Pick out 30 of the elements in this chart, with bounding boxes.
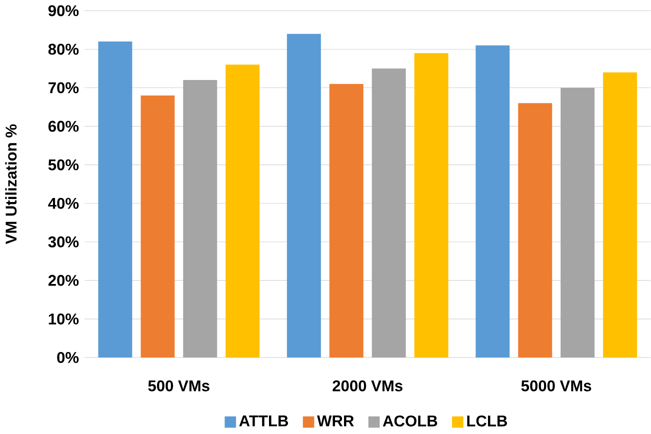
y-tick-label: 30% xyxy=(48,236,79,248)
y-tick-label: 50% xyxy=(48,159,79,170)
y-tick-label: 20% xyxy=(48,274,79,286)
bar xyxy=(286,34,321,358)
y-tick-label: 0% xyxy=(57,352,79,363)
bar xyxy=(372,68,406,358)
x-tick-label: 5000 VMs xyxy=(521,380,592,392)
y-tick-label: 80% xyxy=(48,44,79,55)
y-tick-label: 40% xyxy=(48,198,79,209)
legend-label: LCLB xyxy=(467,415,507,426)
x-tick-label: 2000 VMs xyxy=(332,380,402,392)
bar xyxy=(226,64,260,358)
bar xyxy=(329,84,364,358)
bar xyxy=(476,45,510,358)
bar xyxy=(518,103,552,358)
bar xyxy=(560,88,595,358)
y-tick-label: 10% xyxy=(48,313,79,324)
legend-label: WRR xyxy=(317,415,354,426)
x-tick-label: 500 VMs xyxy=(148,380,210,392)
legend-label: ATTLB xyxy=(239,415,288,426)
legend-label: ACOLB xyxy=(382,415,438,426)
bar xyxy=(414,52,448,358)
bar xyxy=(603,72,638,358)
y-axis-title: VM Utilization % xyxy=(5,124,17,244)
y-tick-label: 60% xyxy=(48,120,79,132)
bar xyxy=(140,95,175,358)
bar xyxy=(98,41,132,358)
y-tick-label: 90% xyxy=(48,5,79,16)
y-tick-label: 70% xyxy=(48,82,79,94)
bar xyxy=(183,80,218,358)
